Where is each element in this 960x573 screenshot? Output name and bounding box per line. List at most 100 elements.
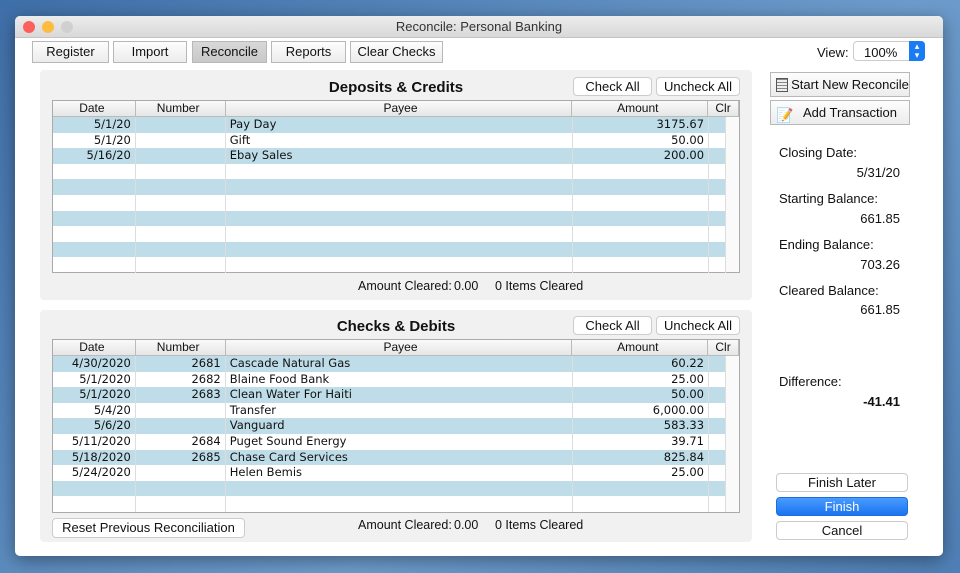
cell-date — [53, 480, 136, 497]
cell-date: 5/1/20 — [53, 117, 136, 133]
col-payee[interactable]: Payee — [226, 340, 573, 355]
empty-row[interactable] — [53, 179, 726, 195]
import-button[interactable]: Import — [113, 41, 187, 63]
cell-payee: Transfer — [226, 402, 574, 419]
col-amount[interactable]: Amount — [572, 340, 709, 355]
deposits-uncheck-all-button[interactable]: Uncheck All — [656, 77, 740, 96]
cell-clr[interactable] — [709, 356, 726, 372]
cell-clr[interactable] — [709, 418, 726, 434]
table-row[interactable]: 5/6/20 Vanguard 583.33 — [53, 418, 726, 434]
cell-clr[interactable] — [709, 402, 726, 419]
table-row[interactable]: 5/4/20 Transfer 6,000.00 — [53, 402, 726, 419]
start-new-reconcile-button[interactable]: Start New Reconcile — [770, 72, 910, 97]
cell-clr[interactable] — [709, 480, 726, 497]
cell-date — [53, 226, 136, 242]
cancel-button[interactable]: Cancel — [776, 521, 908, 540]
starting-balance-value: 661.85 — [860, 211, 900, 226]
clear-checks-button[interactable]: Clear Checks — [350, 41, 443, 63]
table-row[interactable]: 4/30/2020 2681 Cascade Natural Gas 60.22 — [53, 356, 726, 372]
cell-clr[interactable] — [709, 117, 726, 133]
cell-clr[interactable] — [709, 465, 726, 481]
cell-clr[interactable] — [709, 241, 726, 258]
cell-date: 5/11/2020 — [53, 433, 136, 450]
empty-row[interactable] — [53, 241, 726, 258]
cell-payee: Blaine Food Bank — [226, 371, 574, 388]
ending-balance-value: 703.26 — [860, 257, 900, 272]
cell-clr[interactable] — [709, 163, 726, 180]
close-button[interactable] — [23, 21, 35, 33]
deposits-check-all-button[interactable]: Check All — [573, 77, 652, 96]
cell-number — [136, 210, 226, 227]
cell-clr[interactable] — [709, 433, 726, 450]
deposits-items-cleared: 0 Items Cleared — [495, 279, 584, 293]
cleared-balance-label: Cleared Balance: — [779, 283, 879, 298]
empty-row[interactable] — [53, 257, 726, 273]
cell-clr[interactable] — [709, 257, 726, 273]
col-date[interactable]: Date — [53, 340, 136, 355]
cell-clr[interactable] — [709, 387, 726, 403]
table-row[interactable]: 5/24/2020 Helen Bemis 25.00 — [53, 465, 726, 481]
cell-clr[interactable] — [709, 210, 726, 227]
cell-amount: 825.84 — [573, 449, 710, 466]
reconcile-window: Reconcile: Personal Banking Register Imp… — [15, 16, 943, 556]
col-number[interactable]: Number — [136, 101, 226, 116]
cell-payee — [226, 480, 574, 497]
register-button[interactable]: Register — [32, 41, 109, 63]
table-header: Date Number Payee Amount Clr — [53, 101, 739, 117]
empty-row[interactable] — [53, 480, 726, 497]
reset-previous-reconciliation-button[interactable]: Reset Previous Reconciliation — [52, 518, 245, 538]
table-row[interactable]: 5/1/2020 2683 Clean Water For Haiti 50.00 — [53, 387, 726, 403]
finish-later-button[interactable]: Finish Later — [776, 473, 908, 492]
scrollbar[interactable] — [725, 356, 739, 512]
cell-number — [136, 163, 226, 180]
cell-clr[interactable] — [709, 148, 726, 164]
finish-button[interactable]: Finish — [776, 497, 908, 516]
table-row[interactable]: 5/1/20 Pay Day 3175.67 — [53, 117, 726, 133]
table-row[interactable]: 5/11/2020 2684 Puget Sound Energy 39.71 — [53, 433, 726, 450]
cell-amount — [573, 163, 710, 180]
add-transaction-button[interactable]: 📝 Add Transaction — [770, 100, 910, 125]
zoom-button[interactable] — [61, 21, 73, 33]
cell-date: 5/1/20 — [53, 132, 136, 149]
empty-row[interactable] — [53, 226, 726, 242]
col-number[interactable]: Number — [136, 340, 226, 355]
minimize-button[interactable] — [42, 21, 54, 33]
cell-clr[interactable] — [709, 194, 726, 211]
cell-clr[interactable] — [709, 179, 726, 195]
empty-row[interactable] — [53, 496, 726, 512]
view-select[interactable]: 100% ▴ ▾ — [853, 41, 925, 61]
cell-date — [53, 210, 136, 227]
cell-clr[interactable] — [709, 496, 726, 512]
col-payee[interactable]: Payee — [226, 101, 573, 116]
table-row[interactable]: 5/1/20 Gift 50.00 — [53, 132, 726, 149]
difference-label: Difference: — [779, 374, 842, 389]
cell-number — [136, 148, 226, 164]
table-header: Date Number Payee Amount Clr — [53, 340, 739, 356]
col-clr[interactable]: Clr — [708, 101, 739, 116]
table-row[interactable]: 5/1/2020 2682 Blaine Food Bank 25.00 — [53, 371, 726, 388]
empty-row[interactable] — [53, 163, 726, 180]
checks-rows: 4/30/2020 2681 Cascade Natural Gas 60.22 5/1… — [53, 356, 726, 512]
reports-button[interactable]: Reports — [271, 41, 346, 63]
col-amount[interactable]: Amount — [572, 101, 709, 116]
cell-number: 2684 — [136, 433, 226, 450]
checks-check-all-button[interactable]: Check All — [573, 316, 652, 335]
cell-amount — [573, 241, 710, 258]
cell-clr[interactable] — [709, 226, 726, 242]
cell-number: 2683 — [136, 387, 226, 403]
scrollbar[interactable] — [725, 117, 739, 272]
empty-row[interactable] — [53, 194, 726, 211]
empty-row[interactable] — [53, 210, 726, 227]
cell-clr[interactable] — [709, 371, 726, 388]
table-row[interactable]: 5/18/2020 2685 Chase Card Services 825.84 — [53, 449, 726, 466]
col-date[interactable]: Date — [53, 101, 136, 116]
cell-date — [53, 257, 136, 273]
checks-uncheck-all-button[interactable]: Uncheck All — [656, 316, 740, 335]
reconcile-button[interactable]: Reconcile — [192, 41, 267, 63]
col-clr[interactable]: Clr — [708, 340, 739, 355]
cell-clr[interactable] — [709, 132, 726, 149]
deposits-title: Deposits & Credits — [328, 79, 464, 96]
table-row[interactable]: 5/16/20 Ebay Sales 200.00 — [53, 148, 726, 164]
cell-number: 2681 — [136, 356, 226, 372]
cell-clr[interactable] — [709, 449, 726, 466]
